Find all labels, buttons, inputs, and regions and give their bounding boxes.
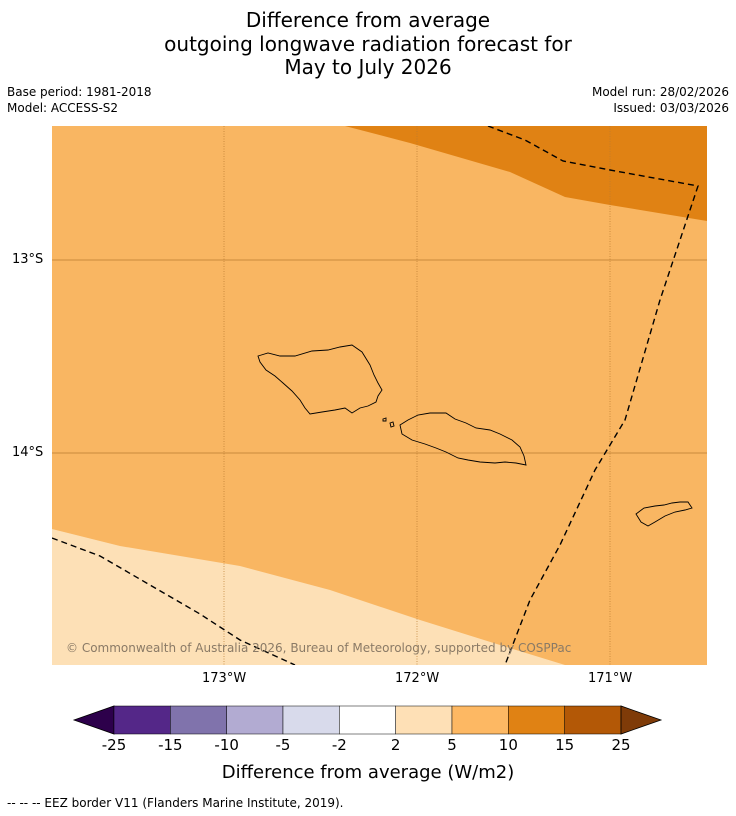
colorbar-tick-label: 5 [447,736,457,754]
colorbar-swatch [451,705,509,735]
colorbar-tick-label: -25 [101,736,127,754]
colorbar-swatch [113,705,171,735]
colorbar-tick-label: 15 [555,736,575,754]
colorbar-swatch [508,705,565,735]
manono-island [382,417,387,422]
lon-label-171w: 171°W [588,671,633,686]
colorbar-swatch [170,705,227,735]
title-line-2: outgoing longwave radiation forecast for [164,32,572,56]
colorbar-max-arrow [620,705,663,735]
savaii-island [257,344,383,415]
eez-footer-note: -- -- -- EEZ border V11 (Flanders Marine… [7,796,344,810]
colorbar-tick-label: 10 [498,736,518,754]
region-2-to-5 [52,529,565,665]
colorbar-tick-label: -10 [214,736,239,754]
tutuila-island [635,501,693,527]
colorbar-swatch [226,705,284,735]
apolima-island [389,421,395,428]
graticule [52,126,707,665]
colorbar-tick-label: -2 [331,736,347,754]
lon-label-173w: 173°W [202,671,247,686]
colorbar-title: Difference from average (W/m2) [221,762,515,783]
model-name: Model: ACCESS-S2 [7,101,119,115]
model-run: Model run: 28/02/2026 [591,85,729,99]
title-line-3: May to July 2026 [284,55,452,79]
title-line-1: Difference from average [245,8,491,32]
colorbar-swatch [395,705,453,735]
colorbar-swatch [564,705,622,735]
issued-date: Issued: 03/03/2026 [613,101,729,115]
colorbar-tick-label: -15 [158,736,183,754]
colorbar-tick-label: 25 [611,736,631,754]
colorbar-min-arrow [72,705,115,735]
upolu-island [399,412,527,466]
eez-border [52,126,699,665]
colorbar-swatch [282,705,340,735]
lat-label-14s: 14°S [12,445,44,460]
colorbar [72,705,663,735]
lon-label-172w: 172°W [395,671,440,686]
lat-label-13s: 13°S [12,252,44,267]
copyright-notice: © Commonwealth of Australia 2026, Bureau… [66,641,572,655]
colorbar-tick-label: 2 [390,736,401,754]
colorbar-swatch [339,705,396,735]
base-period: Base period: 1981-2018 [7,85,152,99]
region-10-to-15 [345,126,707,221]
land-outlines [257,344,693,527]
colorbar-tick-label: -5 [275,736,291,754]
